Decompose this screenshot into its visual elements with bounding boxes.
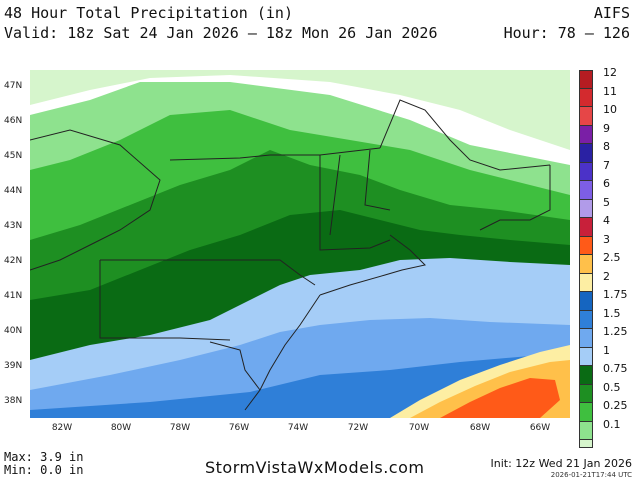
legend-swatch — [579, 310, 593, 329]
forecast-hour-range: Hour: 78 – 126 — [503, 24, 630, 42]
legend-swatch — [579, 421, 593, 440]
legend-swatch — [579, 181, 593, 200]
lat-label: 41N — [4, 291, 23, 301]
generated-timestamp: 2026-01-21T17:44 UTC — [550, 471, 632, 479]
legend-swatch — [579, 107, 593, 126]
max-value: Max: 3.9 in — [4, 450, 84, 464]
legend-swatch — [579, 292, 593, 311]
legend-label: 0.1 — [603, 417, 621, 431]
legend-label: 12 — [603, 66, 617, 79]
lat-label: 42N — [4, 256, 23, 266]
legend-label: 8 — [603, 140, 610, 153]
lon-label: 78W — [169, 423, 191, 433]
legend-swatch — [579, 144, 593, 163]
legend-swatch — [579, 403, 593, 422]
site-name: StormVistaWxModels.com — [205, 458, 425, 477]
legend-label: 5 — [603, 195, 610, 209]
boundary-lines — [30, 99, 551, 411]
lat-label: 43N — [4, 221, 23, 231]
lat-label: 38N — [4, 396, 23, 406]
min-value: Min: 0.0 in — [4, 463, 84, 477]
lat-label: 39N — [4, 361, 23, 371]
legend-label: 2 — [603, 269, 610, 283]
init-time: Init: 12z Wed 21 Jan 2026 — [490, 457, 632, 470]
legend-label: 0.25 — [603, 399, 628, 412]
valid-period: Valid: 18z Sat 24 Jan 2026 – 18z Mon 26 … — [4, 24, 438, 42]
lat-label: 44N — [4, 186, 23, 196]
legend-label: 1.75 — [603, 288, 628, 301]
lon-label: 82W — [51, 423, 73, 433]
precip-field — [30, 70, 570, 418]
legend-swatch — [579, 88, 593, 107]
legend-swatch — [579, 218, 593, 237]
lat-label: 40N — [4, 326, 23, 336]
legend-label: 9 — [603, 121, 610, 135]
legend-swatch — [579, 347, 593, 366]
lon-label: 76W — [228, 423, 250, 433]
precipitation-map — [30, 70, 570, 418]
lat-label: 46N — [4, 116, 23, 126]
map-title: 48 Hour Total Precipitation (in) — [4, 4, 293, 22]
legend-label: 1.5 — [603, 306, 621, 320]
legend-label: 3 — [603, 232, 610, 246]
legend-label: 4 — [603, 214, 610, 227]
legend-label: 0.5 — [603, 380, 621, 394]
lon-label: 72W — [347, 423, 369, 433]
legend-swatch — [579, 70, 593, 89]
legend-swatch — [579, 329, 593, 348]
model-name: AIFS — [593, 4, 630, 22]
lon-label: 70W — [408, 423, 430, 433]
legend-swatch — [579, 273, 593, 292]
lat-label: 47N — [4, 81, 23, 91]
color-legend — [579, 70, 593, 448]
legend-label: 2.5 — [603, 251, 621, 264]
legend-swatch — [579, 366, 593, 385]
legend-label: 7 — [603, 158, 610, 172]
legend-swatch — [579, 255, 593, 274]
legend-label: 0.75 — [603, 362, 628, 375]
lon-label: 80W — [110, 423, 132, 433]
legend-label: 1 — [603, 343, 610, 357]
legend-swatch — [579, 199, 593, 218]
legend-swatch — [579, 384, 593, 403]
legend-label: 11 — [603, 84, 617, 98]
legend-swatch — [579, 236, 593, 255]
legend-label: 10 — [603, 103, 617, 116]
lat-label: 45N — [4, 151, 23, 161]
max-min-stats: Max: 3.9 in Min: 0.0 in — [4, 451, 83, 477]
contour-0-1 — [30, 70, 570, 150]
contour-3-0 — [440, 378, 560, 418]
legend-swatch-low — [579, 440, 593, 448]
lon-label: 74W — [287, 423, 309, 433]
legend-label: 6 — [603, 177, 610, 190]
legend-swatch — [579, 125, 593, 144]
legend-label: 1.25 — [603, 325, 628, 338]
lon-label: 66W — [529, 423, 551, 433]
legend-swatch — [579, 162, 593, 181]
lon-label: 68W — [469, 423, 491, 433]
